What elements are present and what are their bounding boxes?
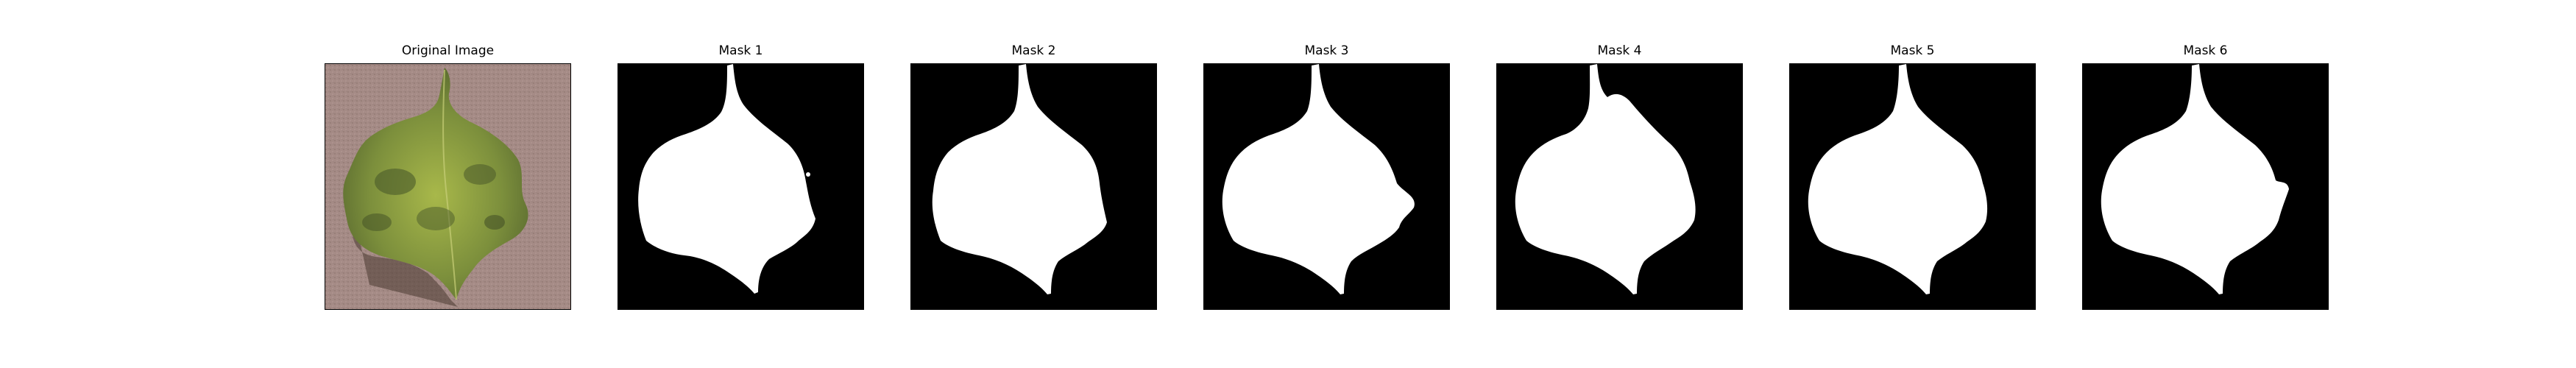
panel-title: Mask 2 [1011,43,1056,58]
leaf [343,68,528,300]
leaf-spot [484,215,505,230]
mask-region [1808,64,1988,294]
mask-blob [1350,238,1365,247]
mask-region [932,64,1107,294]
mask-blob [1058,242,1071,251]
mask-region [1515,64,1696,294]
panel-title: Mask 4 [1597,43,1642,58]
mask-image [1789,63,2036,310]
leaf-spot [464,164,496,185]
mask-region [1222,64,1415,294]
mask-region [2101,64,2289,294]
panel-title: Mask 5 [1890,43,1935,58]
leaf-spot [417,207,455,230]
mask-image [1496,63,1743,310]
mask-region [638,64,815,294]
panel-title: Mask 6 [2183,43,2228,58]
mask-speck [806,172,810,177]
leaf-spot [362,213,392,231]
mask-image [910,63,1157,310]
mask-speck [1682,172,1687,177]
panel-title: Mask 3 [1304,43,1349,58]
leaf-midrib [442,69,457,300]
mask-image [1203,63,1450,310]
mask-image [618,63,864,310]
mask-image [2082,63,2329,310]
leaf-shadow [352,219,458,307]
leaf-spot [375,169,416,195]
panel-title: Mask 1 [718,43,763,58]
panel-title: Original Image [401,43,495,58]
original-image [325,63,571,310]
